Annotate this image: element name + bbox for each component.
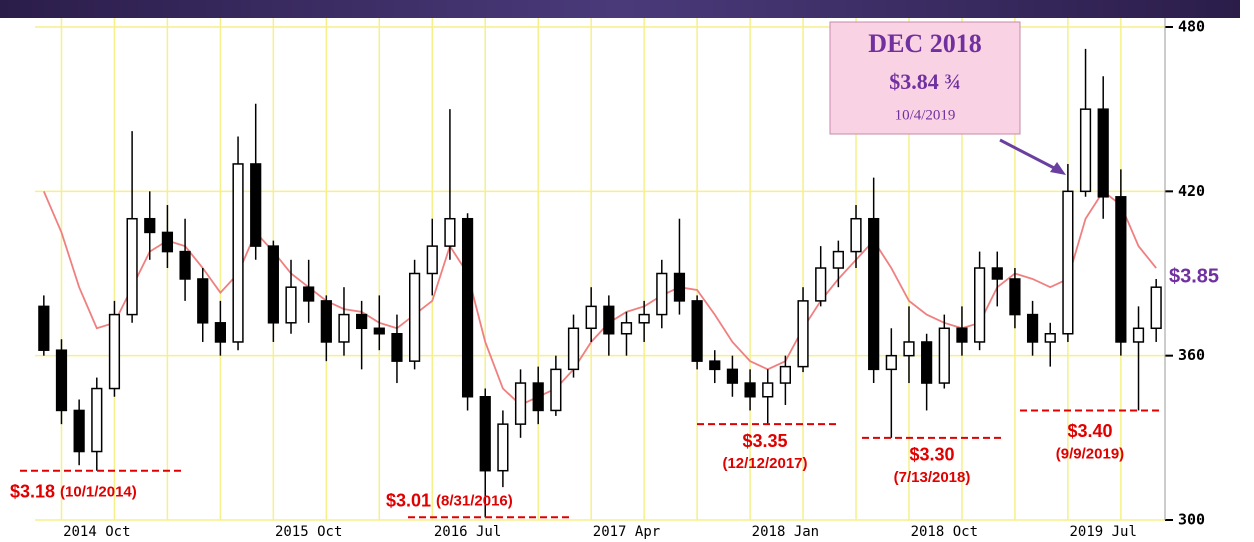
candle-body xyxy=(903,341,915,357)
candle-body xyxy=(567,327,580,371)
low-date: (10/1/2014) xyxy=(60,484,137,501)
candle-body xyxy=(956,327,968,343)
candle-body xyxy=(1150,286,1162,330)
candle-body xyxy=(691,300,703,362)
candle-body xyxy=(232,163,244,343)
candle-body xyxy=(497,423,509,472)
low-label: $3.30 xyxy=(909,445,954,465)
x-tick-label: 2016 Jul xyxy=(434,524,501,540)
candle-body xyxy=(73,409,85,453)
candle-body xyxy=(779,365,791,384)
callout-date: 10/4/2019 xyxy=(895,107,956,123)
low-date: (9/9/2019) xyxy=(1056,445,1124,462)
callout-box xyxy=(829,21,1021,135)
candle-body xyxy=(126,217,138,316)
candle-body xyxy=(762,382,774,398)
y-tick-label: 420 xyxy=(1178,182,1205,200)
candle-body xyxy=(55,349,68,412)
candle-body xyxy=(815,267,827,302)
candle-body xyxy=(373,327,385,335)
candle-body xyxy=(409,272,421,362)
candle-body xyxy=(514,382,527,425)
candle-body xyxy=(267,245,279,324)
candle-body xyxy=(179,250,191,280)
top-banner xyxy=(0,0,1240,18)
candle-body xyxy=(285,286,297,324)
candle-body xyxy=(38,305,50,351)
callout-price: $3.84 ¾ xyxy=(889,69,961,94)
callout-arrow xyxy=(999,138,1059,172)
candle-body xyxy=(868,217,880,371)
low-label: $3.18 (10/1/2014) xyxy=(10,481,137,501)
x-tick-label: 2018 Jan xyxy=(752,524,819,540)
low-label: $3.40 xyxy=(1067,421,1112,441)
callout-arrowhead xyxy=(1050,162,1066,175)
candle-body xyxy=(603,305,615,335)
y-tick-label: 480 xyxy=(1178,18,1205,36)
candle-body xyxy=(938,327,950,384)
candle-body xyxy=(1026,313,1039,343)
y-tick-label: 300 xyxy=(1178,511,1205,529)
candle-body xyxy=(1009,278,1021,316)
candle-body xyxy=(479,396,491,472)
candle-body xyxy=(974,267,986,343)
callout-title: DEC 2018 xyxy=(868,29,981,58)
candle-body xyxy=(656,272,668,316)
low-label: $3.35 xyxy=(742,431,787,451)
candle-body xyxy=(532,382,544,412)
candle-body xyxy=(338,313,350,343)
candle-body xyxy=(356,313,368,330)
y-tick-label: 360 xyxy=(1178,346,1205,364)
low-date: (7/13/2018) xyxy=(894,469,971,486)
candle-body xyxy=(638,313,650,324)
candle-body xyxy=(426,245,438,275)
candle-body xyxy=(797,300,809,368)
candle-body xyxy=(1062,190,1074,335)
x-tick-label: 2019 Jul xyxy=(1069,524,1136,540)
candle-body xyxy=(391,333,403,362)
candle-body xyxy=(1079,108,1092,193)
low-value: $3.01 xyxy=(386,490,431,510)
candle-body xyxy=(885,354,897,371)
candle-body xyxy=(1044,333,1056,343)
candle-body xyxy=(214,322,226,343)
candle-body xyxy=(1097,108,1109,198)
low-value: $3.18 xyxy=(10,481,55,501)
x-tick-label: 2017 Apr xyxy=(593,524,660,540)
candle-body xyxy=(250,163,262,247)
low-date: (8/31/2016) xyxy=(436,492,513,509)
candle-body xyxy=(832,250,844,269)
callout: DEC 2018 $3.84 ¾ 10/4/2019 xyxy=(829,21,1066,175)
low-date: (12/12/2017) xyxy=(722,455,807,472)
x-tick-label: 2014 Oct xyxy=(63,524,130,540)
x-tick-label: 2018 Oct xyxy=(911,524,978,540)
low-label: $3.01 (8/31/2016) xyxy=(386,490,513,510)
candle-body xyxy=(744,382,756,398)
candle-body xyxy=(444,217,456,247)
candle-body xyxy=(921,341,933,384)
candle-body xyxy=(585,305,597,330)
candle-body xyxy=(303,286,315,302)
candle-body xyxy=(461,217,474,398)
candle-body xyxy=(850,217,862,253)
candle-body xyxy=(320,300,332,343)
last-price-label: $3.85 xyxy=(1169,265,1219,287)
moving-average xyxy=(43,190,1157,407)
candle-body xyxy=(108,313,121,390)
candle-body xyxy=(91,387,103,453)
candle-body xyxy=(1132,327,1145,343)
candle-body xyxy=(620,322,633,335)
x-tick-label: 2015 Oct xyxy=(275,524,342,540)
candle-body xyxy=(709,360,721,371)
candle-body xyxy=(197,278,209,324)
candle-body xyxy=(673,272,686,302)
candle-body xyxy=(991,267,1003,280)
candle-body xyxy=(1115,196,1127,343)
candle-body xyxy=(144,217,156,234)
candle-body xyxy=(550,368,562,412)
candle-body xyxy=(161,231,174,253)
candle-body xyxy=(726,368,739,384)
